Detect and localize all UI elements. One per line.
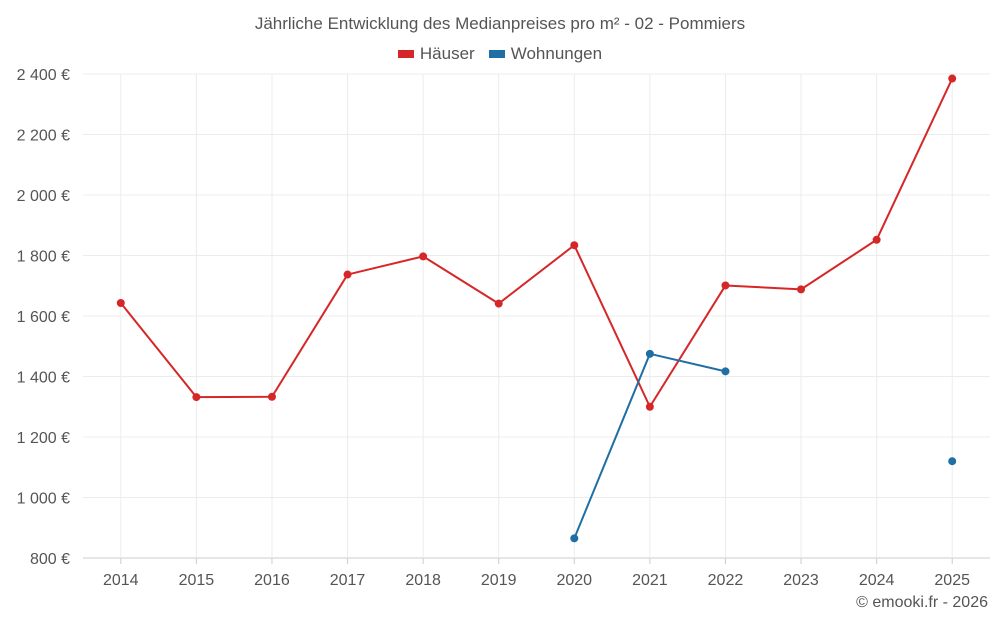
y-tick-label: 800 €	[30, 551, 70, 568]
legend: Häuser Wohnungen	[0, 44, 1000, 64]
x-tick-label: 2015	[179, 572, 215, 589]
x-tick-label: 2022	[708, 572, 744, 589]
y-tick-label: 1 200 €	[17, 430, 70, 447]
y-tick-label: 2 000 €	[17, 188, 70, 205]
series-0-point	[645, 402, 654, 411]
x-tick-label: 2016	[254, 572, 290, 589]
series-1-point	[948, 457, 957, 466]
legend-label-haeuser: Häuser	[419, 44, 475, 63]
x-tick-label: 2023	[783, 572, 819, 589]
series-0-point	[494, 299, 503, 308]
y-tick-label: 1 000 €	[17, 491, 70, 508]
series-0-point	[570, 241, 579, 250]
series-1-point	[570, 534, 579, 543]
legend-label-wohnungen: Wohnungen	[510, 44, 603, 63]
y-tick-label: 2 400 €	[17, 67, 70, 84]
series-0-point	[343, 270, 352, 279]
x-tick-label: 2017	[330, 572, 366, 589]
series-0-point	[797, 285, 806, 294]
legend-item-wohnungen[interactable]: Wohnungen	[488, 44, 603, 64]
series-0-point	[192, 393, 201, 402]
series-0-line	[120, 78, 954, 408]
x-tick-label: 2021	[632, 572, 668, 589]
series-1-point	[645, 349, 654, 358]
legend-swatch-haeuser	[397, 50, 414, 58]
series-0-point	[721, 281, 730, 290]
y-tick-label: 1 400 €	[17, 370, 70, 387]
x-tick-label: 2018	[405, 572, 441, 589]
chart-title: Jährliche Entwicklung des Medianpreises …	[254, 14, 746, 33]
legend-item-haeuser[interactable]: Häuser	[397, 44, 475, 64]
series-0-point	[948, 74, 957, 83]
series-0-point	[267, 392, 276, 401]
x-tick-label: 2025	[934, 572, 970, 589]
legend-swatch-wohnungen	[488, 50, 505, 58]
y-tick-label: 2 200 €	[17, 128, 70, 145]
credit-text: © emooki.fr - 2026	[856, 594, 988, 611]
series-0-point	[419, 252, 428, 261]
x-tick-label: 2024	[859, 572, 895, 589]
x-tick-label: 2020	[556, 572, 592, 589]
y-tick-label: 1 600 €	[17, 309, 70, 326]
x-tick-label: 2019	[481, 572, 517, 589]
series-0-point	[116, 298, 125, 307]
series-0-point	[872, 235, 881, 244]
x-tick-label: 2014	[103, 572, 139, 589]
y-tick-label: 1 800 €	[17, 249, 70, 266]
series-1-point	[721, 367, 730, 376]
